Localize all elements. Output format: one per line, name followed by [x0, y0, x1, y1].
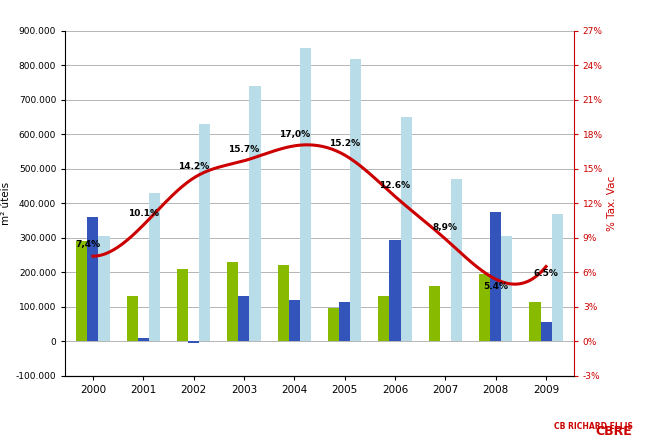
Bar: [400, 117, 411, 341]
Bar: [552, 213, 563, 341]
Bar: [501, 236, 512, 341]
Bar: [328, 309, 339, 341]
Y-axis label: % Tax. Vac: % Tax. Vac: [607, 175, 617, 231]
Bar: [138, 338, 149, 341]
Bar: [300, 48, 311, 341]
Bar: [177, 269, 188, 341]
Bar: [228, 262, 239, 341]
Bar: [126, 297, 138, 341]
Bar: [350, 58, 361, 341]
Text: 5.4%: 5.4%: [483, 282, 508, 291]
Text: 15.7%: 15.7%: [228, 145, 259, 154]
Bar: [389, 240, 400, 341]
Bar: [289, 300, 300, 341]
Bar: [87, 217, 98, 341]
Text: 12.6%: 12.6%: [379, 180, 411, 190]
Bar: [188, 341, 199, 343]
Bar: [490, 212, 501, 341]
Bar: [339, 301, 350, 341]
Text: 17,0%: 17,0%: [279, 130, 310, 139]
Text: 14.2%: 14.2%: [178, 162, 209, 171]
Bar: [451, 179, 462, 341]
Bar: [378, 297, 389, 341]
Text: 6.5%: 6.5%: [533, 269, 559, 278]
Text: 15.2%: 15.2%: [329, 139, 360, 148]
Bar: [199, 124, 210, 341]
Text: 10.1%: 10.1%: [128, 209, 158, 218]
Bar: [76, 241, 87, 341]
Text: 7,4%: 7,4%: [75, 240, 100, 249]
Bar: [149, 193, 160, 341]
Bar: [541, 322, 552, 341]
Bar: [278, 265, 289, 341]
Bar: [250, 86, 261, 341]
Bar: [98, 236, 110, 341]
Bar: [239, 297, 250, 341]
Text: 8,9%: 8,9%: [433, 223, 458, 232]
Text: CB RICHARD ELLIS: CB RICHARD ELLIS: [554, 422, 632, 431]
Bar: [429, 286, 440, 341]
Text: CBRE: CBRE: [596, 425, 632, 438]
Bar: [479, 274, 490, 341]
Y-axis label: m² úteis: m² úteis: [1, 182, 11, 225]
Bar: [529, 301, 541, 341]
